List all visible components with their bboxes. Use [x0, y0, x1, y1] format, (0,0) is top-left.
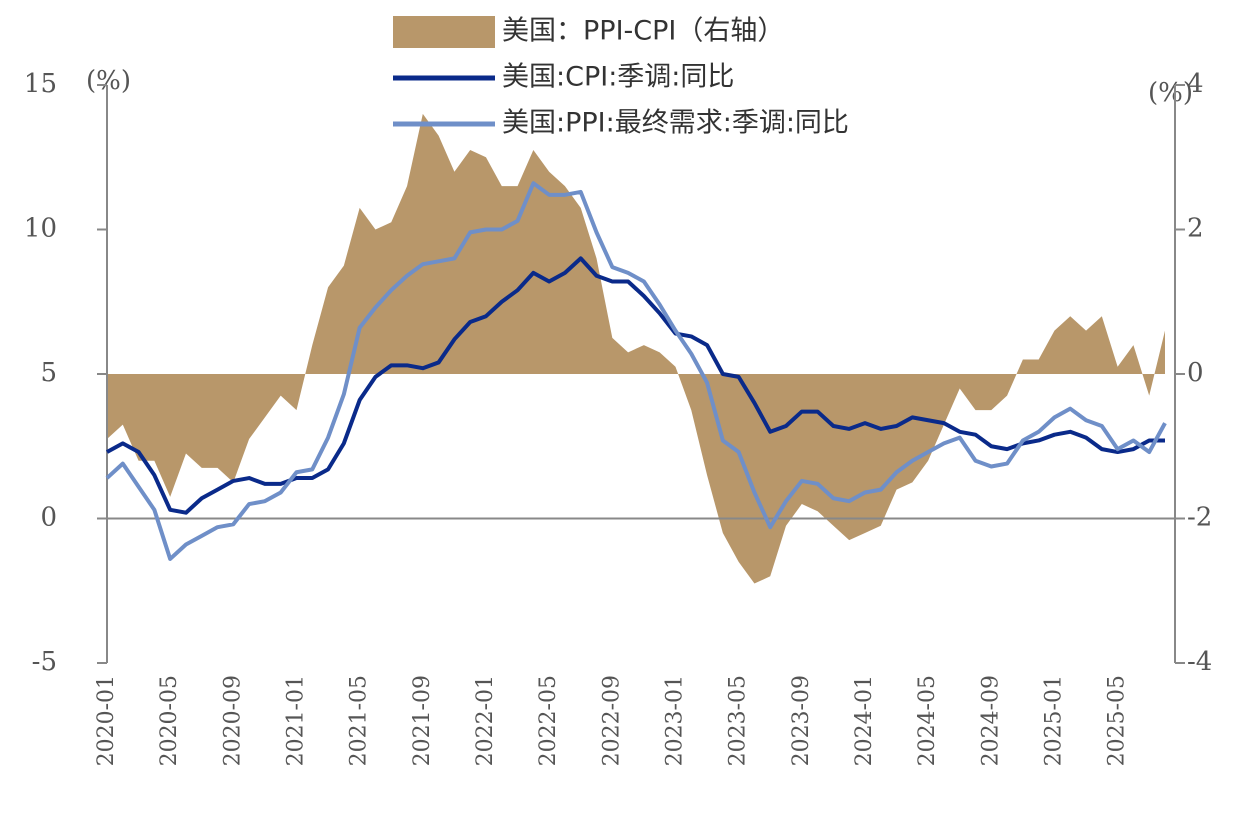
y-tick-label: 0 — [40, 503, 57, 533]
y2-tick-label: 4 — [1187, 69, 1204, 99]
x-tick-label: 2024-09 — [978, 675, 1003, 766]
line — [105, 181, 1167, 561]
area — [107, 113, 1165, 584]
x-tick-label: 2021-09 — [410, 675, 435, 766]
x-tick-label: 2023-01 — [662, 675, 687, 766]
line — [106, 256, 1165, 515]
y-tick-label: -5 — [32, 647, 57, 677]
x-tick-label: 2020-09 — [220, 675, 245, 766]
y2-tick-label: -2 — [1187, 503, 1212, 533]
y2-tick-label: 2 — [1187, 214, 1204, 244]
y2-axis-label: (%) — [1148, 78, 1193, 108]
legend-swatch — [393, 16, 495, 48]
x-tick-label: 2024-01 — [852, 675, 877, 766]
x-tick-label: 2020-05 — [157, 675, 182, 766]
x-tick-label: 2022-05 — [536, 675, 561, 766]
x-tick-label: 2025-01 — [1041, 675, 1066, 766]
y2-tick-label: 0 — [1187, 358, 1204, 388]
x-tick-label: 2022-09 — [599, 675, 624, 766]
x-tick-label: 2022-01 — [473, 675, 498, 766]
x-tick-label: 2021-05 — [347, 675, 372, 766]
legend-label: 美国：PPI-CPI（右轴） — [502, 16, 784, 47]
x-tick-label: 2021-01 — [283, 675, 308, 766]
y-tick-label: 15 — [24, 69, 57, 99]
x-tick-label: 2020-01 — [94, 675, 119, 766]
legend-label: 美国:CPI:季调:同比 — [502, 62, 734, 93]
y-tick-label: 10 — [24, 214, 57, 244]
x-tick-label: 2023-09 — [789, 675, 814, 766]
legend-label: 美国:PPI:最终需求:季调:同比 — [502, 108, 849, 139]
y2-tick-label: -4 — [1187, 647, 1212, 677]
x-tick-label: 2024-05 — [915, 675, 940, 766]
y-tick-label: 5 — [40, 358, 57, 388]
x-tick-label: 2025-05 — [1105, 675, 1130, 766]
x-tick-label: 2023-05 — [726, 675, 751, 766]
y-axis-label: (%) — [86, 66, 131, 96]
